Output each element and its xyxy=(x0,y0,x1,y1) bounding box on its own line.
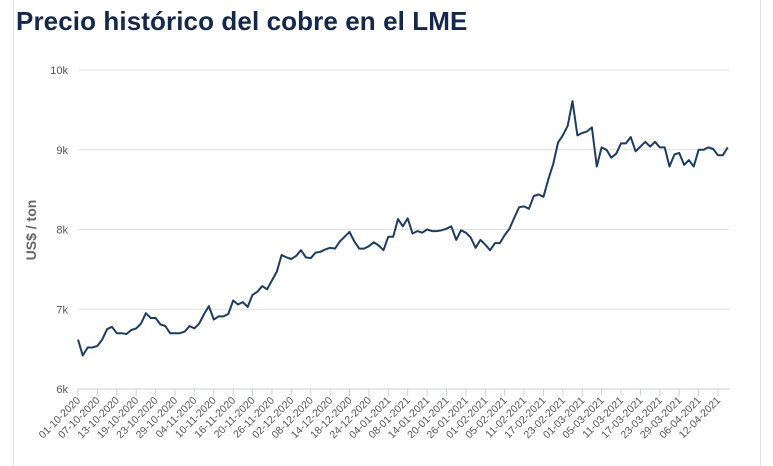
y-tick-label: 9k xyxy=(56,145,68,157)
y-tick-label: 8k xyxy=(56,225,68,237)
y-tick-label: 10k xyxy=(50,65,68,77)
page-title: Precio histórico del cobre en el LME xyxy=(16,6,468,36)
price-series-line xyxy=(77,100,729,357)
y-axis-label: US$ / ton xyxy=(23,200,39,261)
chart-container xyxy=(13,0,761,466)
y-tick-label: 7k xyxy=(56,304,68,316)
y-tick-label: 6k xyxy=(56,384,68,396)
